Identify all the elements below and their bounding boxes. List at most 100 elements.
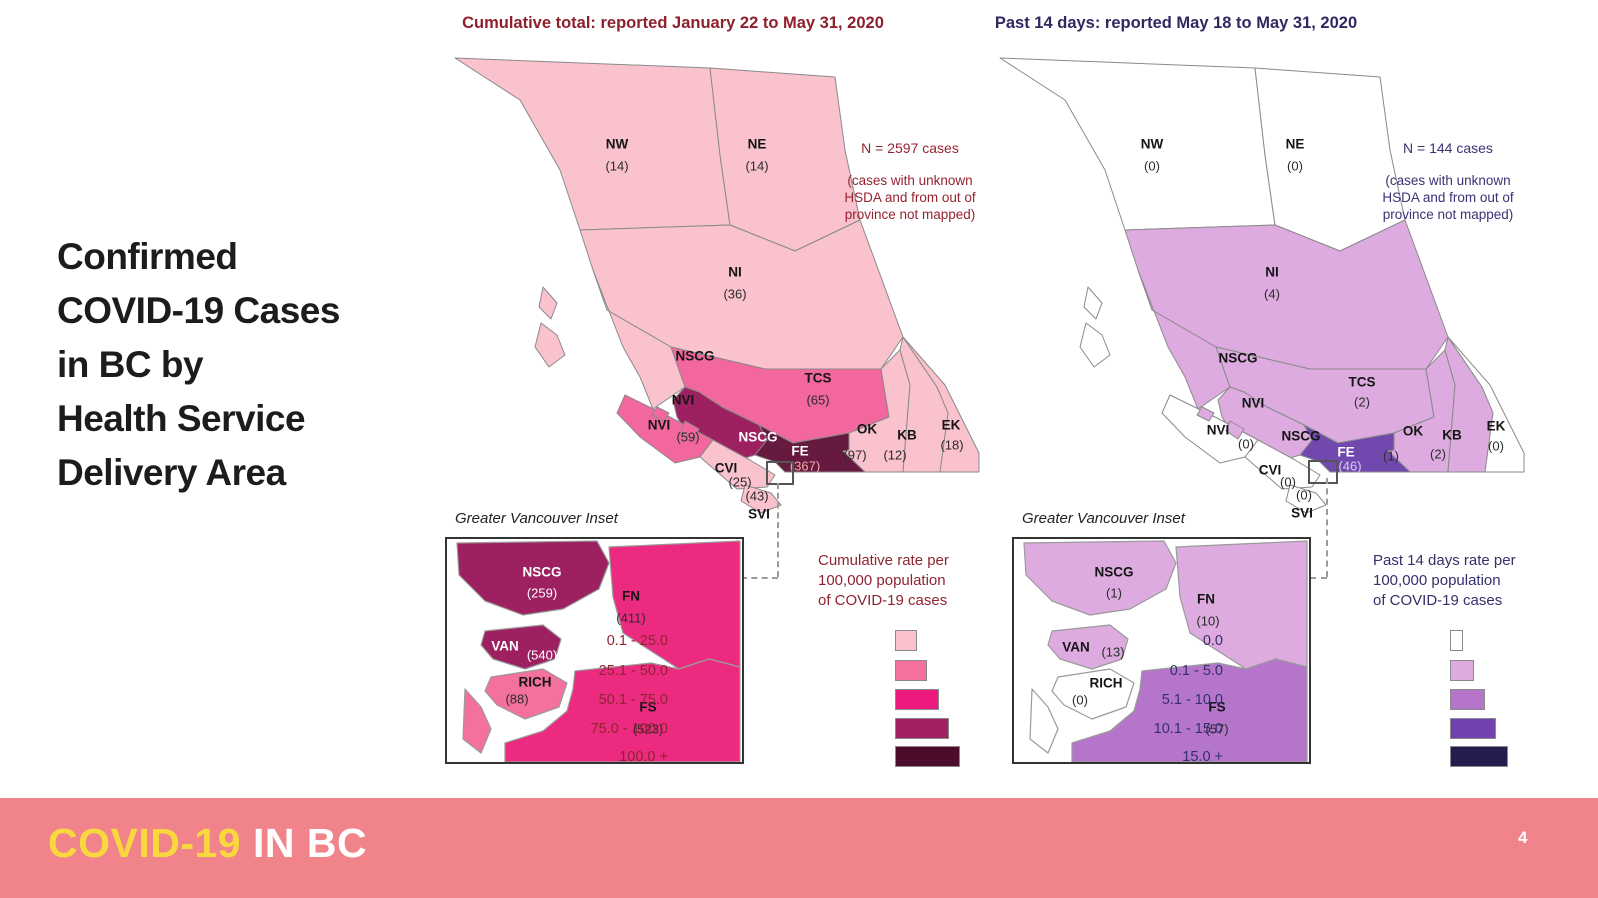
region-label-cvi: CVI <box>1258 462 1282 478</box>
region-count-cvi: (25) <box>728 474 752 490</box>
past14-case-note: N = 144 cases (cases with unknown HSDA a… <box>1378 140 1518 223</box>
haida-gwaii-south <box>534 322 566 368</box>
inset-rich <box>484 668 568 720</box>
legend-title-line: 100,000 population <box>1373 572 1501 589</box>
haida-gwaii-north <box>538 286 558 320</box>
hsda-ek <box>902 336 980 473</box>
region-count-nw: (0) <box>1144 158 1160 174</box>
legend-swatch <box>1450 689 1485 710</box>
bc-map-svg-left <box>454 57 980 514</box>
inset-extent-box <box>766 461 794 485</box>
region-label-svi: SVI <box>1291 505 1313 521</box>
inset-nscg <box>1023 540 1177 616</box>
cumulative-vancouver-inset: NSCG (259) FN (411) VAN (540) RICH (88) … <box>445 537 744 764</box>
inset-peninsula <box>1029 688 1059 754</box>
legend-title-line: Cumulative rate per <box>818 552 949 569</box>
cumulative-map-title: Cumulative total: reported January 22 to… <box>462 14 884 32</box>
legend-swatch <box>895 630 917 651</box>
region-label-ni: NI <box>728 264 742 280</box>
inset-connector-line <box>777 483 779 577</box>
legend-swatch <box>1450 630 1463 651</box>
inset-label-van: VAN <box>491 638 519 654</box>
region-count-ok: (1) <box>1383 448 1399 464</box>
region-count-nvi: (59) <box>676 429 700 445</box>
region-count-ne: (14) <box>745 158 769 174</box>
vancouver-inset-title: Greater Vancouver Inset <box>1022 510 1185 527</box>
inset-rich <box>1051 668 1135 720</box>
inset-connector-line <box>1310 577 1327 579</box>
region-label-tcs: TCS <box>804 370 832 386</box>
region-count-tcs: (2) <box>1354 394 1370 410</box>
legend-title-line: Past 14 days rate per <box>1373 552 1516 569</box>
title-line: Health Service <box>57 398 306 439</box>
region-count-svi: (43) <box>745 488 769 504</box>
hsda-svi-island <box>740 484 782 514</box>
inset-label-nscg: NSCG <box>1094 564 1134 580</box>
region-label-cvi: CVI <box>714 460 738 476</box>
past14-bc-map: NW (0) NE (0) NI (4) NSCG TCS (2) NVI NV… <box>990 55 1525 525</box>
region-count-kb: (2) <box>1430 446 1446 462</box>
inset-extent-box <box>1308 460 1338 484</box>
legend-range-label: 25.1 - 50.0 <box>598 663 668 679</box>
inset-fs <box>504 658 741 762</box>
region-label-ni: NI <box>1265 264 1279 280</box>
inset-van <box>1047 624 1129 670</box>
legend-range-label: 15.0 + <box>1182 749 1223 765</box>
inset-count-rich: (88) <box>505 691 529 707</box>
inset-label-fn: FN <box>622 588 640 604</box>
n-cases-footnote: (cases with unknown HSDA and from out of… <box>844 173 976 222</box>
region-label-nvi: NVI <box>647 417 671 433</box>
legend-title: Cumulative rate per 100,000 population o… <box>818 551 949 611</box>
legend-swatch <box>895 689 939 710</box>
inset-count-fs: (523) <box>632 721 664 737</box>
region-count-svi: (0) <box>1296 487 1312 503</box>
region-label-kb: KB <box>897 427 917 443</box>
region-count-fe: (46) <box>1338 458 1362 474</box>
region-label-nvi-upper: NVI <box>1241 395 1265 411</box>
region-label-svi: SVI <box>748 506 770 522</box>
inset-label-fs: FS <box>1208 699 1226 715</box>
inset-count-fn: (10) <box>1196 613 1220 629</box>
inset-count-fs: (57) <box>1205 721 1229 737</box>
hsda-nw <box>454 57 731 231</box>
legend-swatch <box>895 746 960 767</box>
haida-gwaii-north <box>1083 286 1103 320</box>
region-label-nscg-south: NSCG <box>738 429 778 445</box>
region-label-ok: OK <box>856 421 878 437</box>
inset-count-rich: (0) <box>1072 692 1088 708</box>
region-count-ek: (0) <box>1488 438 1504 454</box>
region-count-cvi: (0) <box>1280 474 1296 490</box>
inset-fs <box>1071 658 1308 762</box>
page-number: 4 <box>1518 828 1528 847</box>
region-count-ok: (97) <box>843 447 867 463</box>
hsda-nvi-island <box>1161 394 1259 464</box>
region-label-nscg-south: NSCG <box>1281 428 1321 444</box>
past14-map-title: Past 14 days: reported May 18 to May 31,… <box>994 14 1358 32</box>
inset-connector-line <box>741 577 778 579</box>
legend-range-label: 0.0 <box>1202 633 1223 649</box>
haida-gwaii-south <box>1079 322 1111 368</box>
cumulative-bc-map: NW (14) NE (14) NI (36) NSCG TCS (65) NV… <box>445 55 980 525</box>
n-cases-label: N = 144 cases <box>1403 140 1493 156</box>
inset-van <box>480 624 562 670</box>
inset-label-fs: FS <box>639 699 657 715</box>
legend-range-label: 5.1 - 10.0 <box>1161 692 1223 708</box>
inset-count-nscg: (1) <box>1106 585 1122 601</box>
hsda-nscg-north <box>1137 269 1231 410</box>
legend-range-label: 10.1 - 15.0 <box>1153 721 1223 737</box>
legend-swatch <box>895 718 949 739</box>
inset-svg-left <box>456 540 741 762</box>
coastal-islet <box>1225 420 1245 440</box>
region-count-kb: (12) <box>883 447 907 463</box>
cumulative-case-note: N = 2597 cases (cases with unknown HSDA … <box>840 140 980 223</box>
region-count-ni: (36) <box>723 286 747 302</box>
region-label-nscg-north: NSCG <box>675 348 715 364</box>
region-label-fe: FE <box>791 443 809 459</box>
region-label-kb: KB <box>1442 427 1462 443</box>
region-label-nvi: NVI <box>1206 422 1230 438</box>
footer-banner: COVID-19 IN BC 4 <box>0 798 1598 898</box>
hsda-ek <box>1447 336 1525 473</box>
region-count-nw: (14) <box>605 158 629 174</box>
hsda-nw <box>999 57 1276 231</box>
